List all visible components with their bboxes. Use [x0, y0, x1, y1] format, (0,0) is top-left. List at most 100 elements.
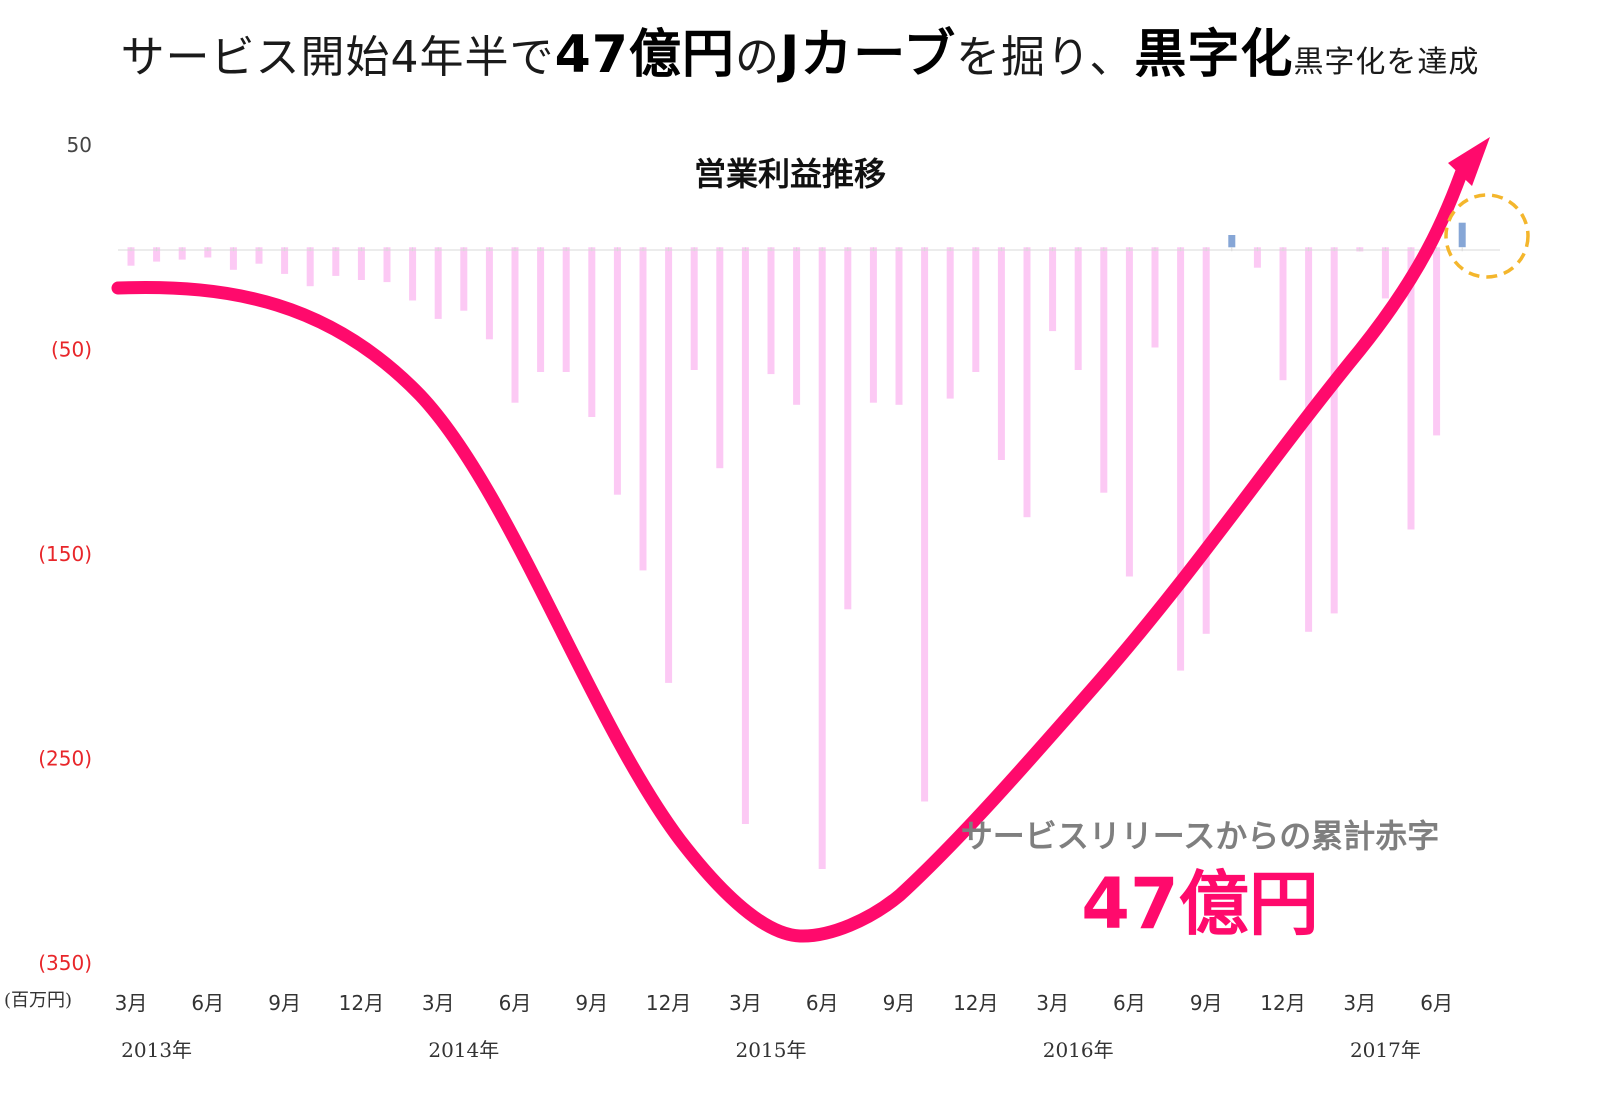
- year-label-1: 2014年: [428, 1038, 499, 1062]
- bar-29: [869, 247, 877, 403]
- profit-highlight-circle: [1444, 193, 1530, 279]
- x-tick-label-15: 12月: [1260, 991, 1305, 1015]
- bar-9: [357, 247, 365, 280]
- bar-41: [1177, 247, 1185, 671]
- bar-52: [1458, 222, 1466, 248]
- x-tick-label-9: 6月: [806, 991, 839, 1015]
- y-tick-label-1: (50): [51, 338, 92, 362]
- year-labels: 2013年 2014年 2015年 2016年 2017年: [121, 1038, 1421, 1062]
- j-curve-arrowhead: [1448, 137, 1490, 186]
- x-tick-label-17: 6月: [1420, 991, 1453, 1015]
- x-tick-label-0: 3月: [115, 991, 148, 1015]
- x-tick-label-12: 3月: [1036, 991, 1069, 1015]
- y-tick-label-0: 50: [67, 133, 92, 157]
- bar-6: [281, 247, 289, 274]
- bar-21: [665, 247, 673, 683]
- bar-37: [1074, 247, 1082, 370]
- year-label-4: 2017年: [1350, 1038, 1421, 1062]
- bar-16: [537, 247, 545, 372]
- bar-43: [1228, 235, 1236, 248]
- x-tick-label-14: 9月: [1190, 991, 1223, 1015]
- x-tick-label-13: 6月: [1113, 991, 1146, 1015]
- bar-38: [1100, 247, 1108, 493]
- bar-24: [741, 247, 749, 825]
- bar-3: [204, 247, 212, 258]
- year-label-3: 2016年: [1043, 1038, 1114, 1062]
- bar-15: [511, 247, 519, 403]
- y-tick-label-2: (150): [38, 542, 92, 566]
- year-label-0: 2013年: [121, 1038, 192, 1062]
- cumulative-deficit-label: サービスリリースからの累計赤字: [961, 817, 1439, 855]
- bar-0: [127, 247, 135, 266]
- headline-part3: を掘り、: [956, 32, 1135, 83]
- bar-2: [178, 247, 186, 260]
- bar-25: [767, 247, 775, 375]
- x-tick-label-3: 12月: [339, 991, 384, 1015]
- bar-45: [1279, 247, 1287, 381]
- y-tick-label-4: (350): [38, 951, 92, 975]
- bar-39: [1125, 247, 1133, 577]
- y-tick-label-3: (250): [38, 747, 92, 771]
- bar-18: [588, 247, 596, 417]
- bar-36: [1049, 247, 1057, 332]
- bar-10: [383, 247, 391, 283]
- bar-12: [434, 247, 442, 319]
- bar-19: [613, 247, 621, 495]
- headline-bold-jcurve: Jカーブ: [779, 25, 957, 85]
- bar-31: [921, 247, 929, 802]
- bar-32: [946, 247, 954, 399]
- bar-28: [844, 247, 852, 610]
- bar-17: [562, 247, 570, 372]
- x-tick-label-7: 12月: [646, 991, 691, 1015]
- x-tick-label-2: 9月: [268, 991, 301, 1015]
- bar-4: [229, 247, 237, 270]
- bar-14: [485, 247, 493, 340]
- headline-part2: の: [734, 32, 780, 83]
- bar-30: [895, 247, 903, 405]
- bar-26: [793, 247, 801, 405]
- headline-part4: 黒字化を達成: [1293, 45, 1480, 80]
- bar-8: [332, 247, 340, 276]
- bar-35: [1023, 247, 1031, 518]
- bar-22: [690, 247, 698, 370]
- bar-13: [460, 247, 468, 311]
- x-axis-ticks: 3月 6月 9月 12月 3月 6月 9月 12月 3月 6月 9月 12月 3月 6月 9月 12月 3月 6月: [115, 991, 1453, 1015]
- headline: サービス開始4年半で47億円のJカーブを掘り、黒字化黒字化を達成: [0, 12, 1600, 87]
- unit-label: (百万円): [4, 990, 72, 1011]
- bar-7: [306, 247, 314, 287]
- bar-1: [153, 247, 161, 262]
- bar-49: [1381, 247, 1389, 299]
- bar-34: [997, 247, 1005, 460]
- bar-23: [716, 247, 724, 469]
- bar-11: [409, 247, 417, 301]
- year-label-2: 2015年: [736, 1038, 807, 1062]
- x-tick-label-5: 6月: [499, 991, 532, 1015]
- bar-44: [1253, 247, 1261, 268]
- bar-40: [1151, 247, 1159, 348]
- cumulative-deficit-value: 47億円: [1081, 863, 1318, 945]
- bar-5: [255, 247, 263, 264]
- bar-group: [127, 222, 1466, 870]
- bar-42: [1202, 247, 1210, 634]
- chart-title: 営業利益推移: [694, 155, 886, 193]
- bar-20: [639, 247, 647, 571]
- bar-51: [1433, 247, 1441, 436]
- x-tick-label-1: 6月: [191, 991, 224, 1015]
- x-tick-label-10: 9月: [883, 991, 916, 1015]
- x-tick-label-4: 3月: [422, 991, 455, 1015]
- j-curve: [111, 153, 1473, 943]
- bar-46: [1305, 247, 1313, 632]
- headline-part1: サービス開始4年半で: [120, 32, 555, 83]
- headline-bold-profit: 黒字化: [1134, 25, 1294, 85]
- x-tick-label-6: 9月: [575, 991, 608, 1015]
- bar-50: [1407, 247, 1415, 530]
- bar-27: [818, 247, 826, 870]
- x-tick-label-8: 3月: [729, 991, 762, 1015]
- y-axis-ticks: 50 (50) (150) (250) (350): [38, 133, 92, 975]
- headline-bold-amount: 47億円: [554, 25, 735, 85]
- x-tick-label-16: 3月: [1343, 991, 1376, 1015]
- x-tick-label-11: 12月: [953, 991, 998, 1015]
- bar-47: [1330, 247, 1338, 614]
- bar-33: [972, 247, 980, 372]
